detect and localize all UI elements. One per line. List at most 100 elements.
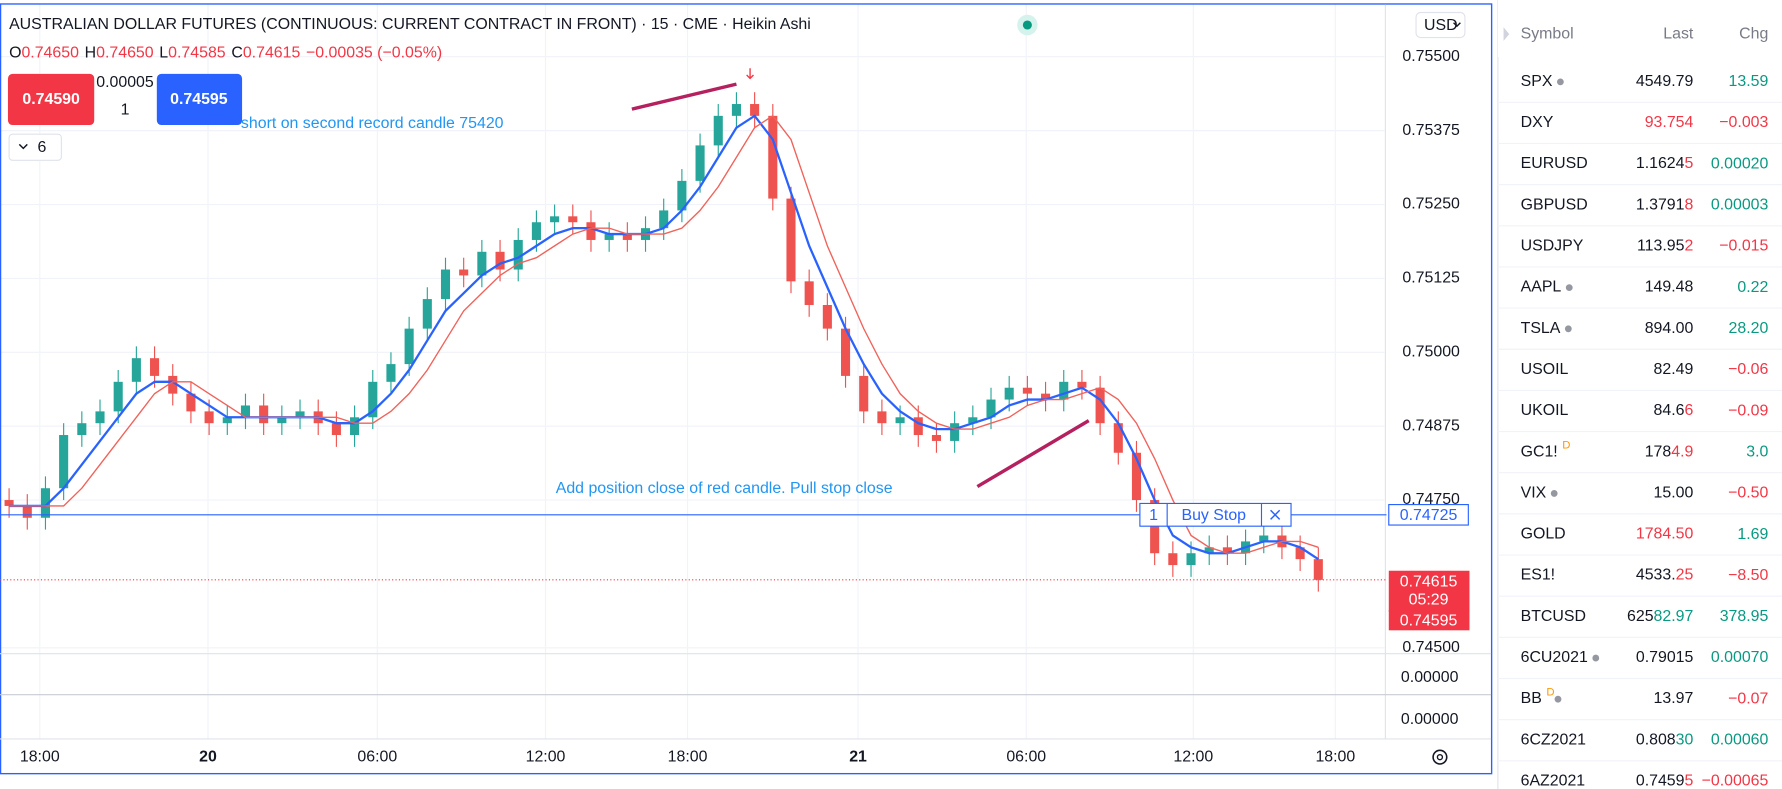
x-tick-label: 21 <box>849 748 867 765</box>
buy-button[interactable] <box>156 73 243 126</box>
badge: D <box>1562 439 1570 451</box>
x-tick-label: 20 <box>199 748 217 765</box>
change: −0.015 <box>1719 238 1768 255</box>
candle-body <box>422 299 432 329</box>
last-tail: 4.9 <box>1671 443 1693 460</box>
x-tick-label: 06:00 <box>1006 748 1046 765</box>
symbol[interactable]: USOIL <box>1521 361 1569 378</box>
candle-body <box>350 417 360 436</box>
candle-body <box>822 304 832 329</box>
symbol[interactable]: GOLD <box>1521 526 1566 543</box>
y-tick-label: 0.75500 <box>1402 48 1460 65</box>
last-tail: 82.97 <box>1654 608 1694 625</box>
change: 3.0 <box>1746 443 1768 460</box>
candle-body <box>59 435 69 489</box>
last: 1784.9 <box>1645 443 1694 460</box>
symbol-name: EURUSD <box>1521 155 1588 172</box>
candle-body <box>895 417 905 424</box>
symbol[interactable]: TSLA <box>1521 320 1561 337</box>
last-value: 113.95 <box>1637 238 1685 255</box>
candle-body <box>950 423 960 441</box>
change: −0.09 <box>1728 402 1768 419</box>
last: 1784.50 <box>1636 526 1694 543</box>
change: −0.003 <box>1719 114 1768 131</box>
indicator-toggle[interactable] <box>8 133 62 161</box>
legend-value: 0.74650 <box>96 45 154 62</box>
symbol[interactable]: BB D <box>1521 686 1555 707</box>
annotation: Add position close of red candle. Pull s… <box>556 480 893 497</box>
chevron <box>18 143 28 150</box>
symbol[interactable]: AAPL <box>1521 279 1562 296</box>
x-tick-label: 12:00 <box>1173 748 1213 765</box>
candle-body <box>531 222 541 240</box>
symbol[interactable]: DXY <box>1521 114 1554 131</box>
x-tick-label: 18:00 <box>668 748 708 765</box>
currency: USD <box>1424 17 1458 34</box>
candle-body <box>95 411 105 424</box>
candle-body <box>913 417 923 436</box>
symbol[interactable]: ES1! <box>1521 567 1555 584</box>
candle-body <box>1295 547 1305 560</box>
symbol[interactable]: 6CU2021 <box>1521 649 1588 666</box>
candle-body <box>550 216 560 223</box>
candle-body <box>495 251 505 270</box>
quantity-box[interactable] <box>94 73 157 126</box>
candle-body <box>1168 553 1178 566</box>
candle-body <box>840 328 851 376</box>
order-quantity: 1 <box>1149 507 1158 524</box>
price-tag <box>1388 609 1470 631</box>
symbol[interactable]: 6AZ2021 <box>1521 773 1586 789</box>
time-axis: 18:00 20 06:00 12:00 18:00 21 06:00 12:00 18:00 <box>20 748 1356 765</box>
order-box[interactable] <box>1139 502 1292 527</box>
change: −0.00065 <box>1702 773 1769 789</box>
y-tick-label: 0.74750 <box>1402 491 1460 508</box>
candle-body <box>131 358 141 382</box>
last: 894.00 <box>1645 320 1694 337</box>
candle-body <box>77 423 87 436</box>
symbol[interactable]: EURUSD <box>1521 155 1588 172</box>
sell-button[interactable] <box>7 73 95 126</box>
candle-body <box>404 328 414 365</box>
candle-body <box>804 281 814 305</box>
symbol[interactable]: UKOIL <box>1521 402 1569 419</box>
sell-price: 0.74590 <box>22 91 80 108</box>
candle-body <box>1059 381 1069 400</box>
last: 149.48 <box>1645 279 1694 296</box>
countdown: 05:29 <box>1409 591 1449 608</box>
symbol[interactable]: VIX <box>1521 485 1547 502</box>
order-cancel[interactable] <box>1270 509 1281 520</box>
change: 13.59 <box>1729 73 1769 90</box>
candle-body <box>1222 547 1232 554</box>
price-tag <box>1388 504 1469 526</box>
legend-label: L <box>159 45 168 62</box>
status-dot <box>1554 695 1562 703</box>
symbol[interactable]: USDJPY <box>1521 238 1584 255</box>
candle-body <box>1113 423 1123 453</box>
candle-body <box>568 216 578 223</box>
currency-select[interactable] <box>1415 11 1466 39</box>
change: 0.00003 <box>1711 197 1769 214</box>
last-value: 149.48 <box>1645 279 1694 296</box>
symbol[interactable]: SPX <box>1521 73 1553 90</box>
x-tick-label: 06:00 <box>357 748 397 765</box>
last: 62582.97 <box>1627 608 1693 625</box>
column-header: Chg <box>1739 25 1768 42</box>
legend-change: −0.00035 (−0.05%) <box>306 45 442 62</box>
last: 0.74595 <box>1636 773 1694 789</box>
y-tick-label: 0.74875 <box>1402 417 1460 434</box>
symbol-name: SPX <box>1521 73 1553 90</box>
change: −0.06 <box>1728 361 1768 378</box>
candle-body <box>222 417 232 424</box>
symbol[interactable]: BTCUSD <box>1521 608 1586 625</box>
order-label: Buy Stop <box>1181 507 1246 524</box>
watchlist-rows: SPX 4549.79 13.59 DXY 93.754 −0.003 EURUSD 1.16… <box>1497 73 1782 789</box>
symbol[interactable]: 6CZ2021 <box>1521 732 1587 749</box>
symbol[interactable]: GC1! D <box>1521 439 1571 460</box>
last-value: 0.808 <box>1636 732 1676 749</box>
last: 84.66 <box>1654 402 1694 419</box>
symbol[interactable]: GBPUSD <box>1521 197 1588 214</box>
candle-body <box>695 145 705 181</box>
settings-icon[interactable] <box>1432 749 1448 765</box>
